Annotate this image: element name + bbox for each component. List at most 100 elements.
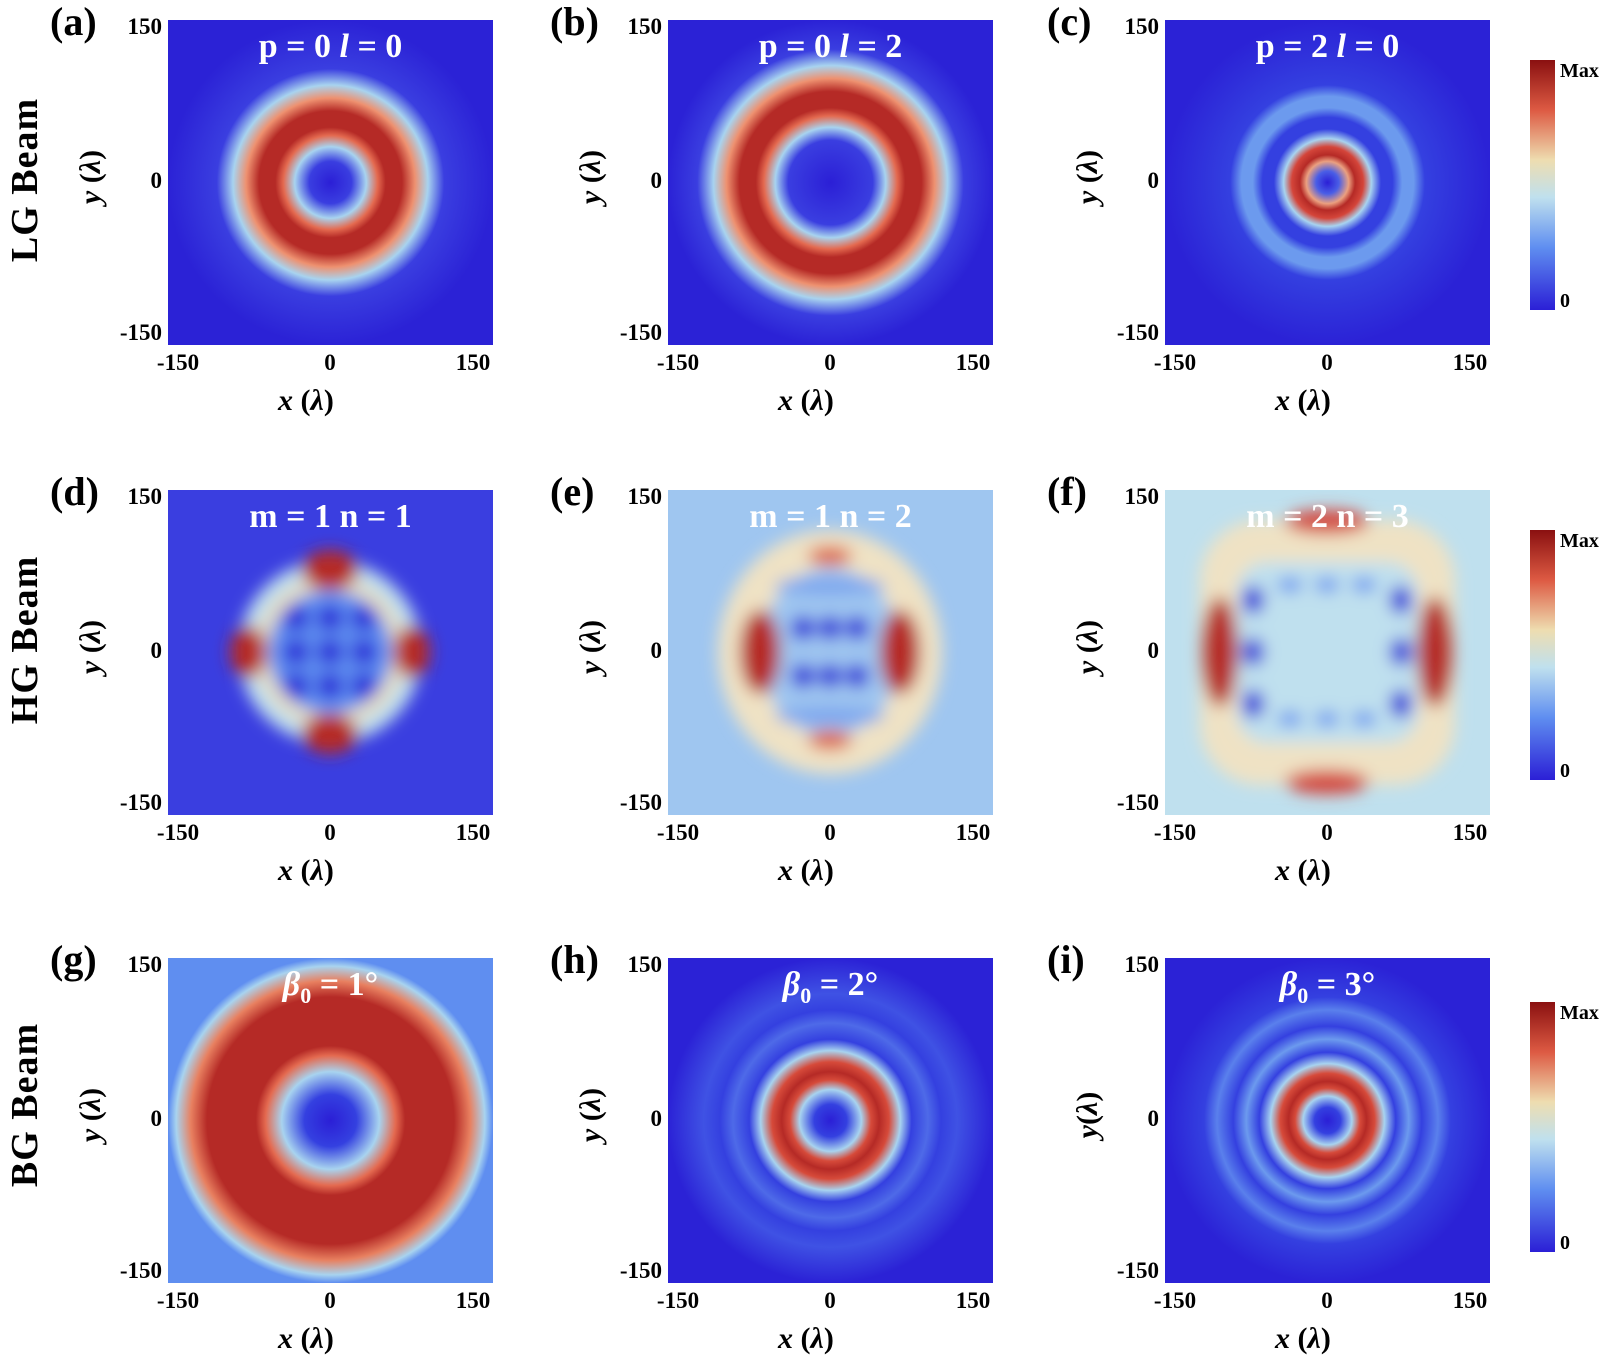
intensity-field-a <box>168 20 493 345</box>
ytick-a-2: -150 <box>119 320 162 345</box>
xlabel-g: x (λ) <box>278 1322 334 1355</box>
ylabel-g: y (λ) <box>74 1087 107 1143</box>
xtick-i-1: 0 <box>1321 1288 1333 1313</box>
panel-tag-a: (a) <box>50 0 97 44</box>
xlabel-d: x (λ) <box>278 854 334 887</box>
xtick-c-2: 150 <box>1452 350 1488 375</box>
ytick-i-0: 150 <box>1124 952 1160 977</box>
panel-tag-h: (h) <box>550 937 599 982</box>
ytick-c-2: -150 <box>1116 320 1159 345</box>
panel-tag-i: (i) <box>1047 937 1085 982</box>
ytick-c-1: 0 <box>1147 168 1160 193</box>
ylabel-b: y (λ) <box>574 149 607 205</box>
ytick-d-2: -150 <box>119 790 162 815</box>
xtick-d-2: 150 <box>455 820 491 845</box>
colorbar-max-label-row2: Max <box>1560 530 1599 552</box>
lobe-left-e <box>740 610 780 694</box>
xtick-b-1: 0 <box>824 350 836 375</box>
colorbar-row3 <box>1530 1002 1555 1252</box>
ytick-b-0: 150 <box>627 14 663 39</box>
xtick-g-1: 0 <box>324 1288 336 1313</box>
ytick-g-2: -150 <box>119 1258 162 1283</box>
panel-h: β0 = 2° <box>668 958 993 1283</box>
ylabel-h: y (λ) <box>574 1087 607 1143</box>
xtick-b-2: 150 <box>955 350 991 375</box>
band-f-1 <box>1315 578 1339 592</box>
xtick-c-1: 0 <box>1321 350 1333 375</box>
dip-f-0 <box>1242 586 1264 614</box>
xtick-g-2: 150 <box>455 1288 491 1313</box>
ylabel-a: y (λ) <box>74 149 107 205</box>
mode-inner-e <box>760 567 900 737</box>
intensity-field-b <box>668 20 993 345</box>
xtick-e-1: 0 <box>824 820 836 845</box>
colorbar-min-label-row1: 0 <box>1560 290 1570 312</box>
xtick-a-1: 0 <box>324 350 336 375</box>
dip-f-4 <box>1390 638 1412 666</box>
ylabel-i: y(λ) <box>1071 1091 1104 1139</box>
xtick-a-0: -150 <box>156 350 200 375</box>
ytick-g-1: 0 <box>150 1106 163 1131</box>
colorbar-max-label-row3: Max <box>1560 1002 1599 1024</box>
mode-inner-f <box>1237 562 1418 743</box>
dip-e-3 <box>791 664 815 688</box>
ytick-b-1: 0 <box>650 168 663 193</box>
xtick-h-0: -150 <box>656 1288 700 1313</box>
panel-tag-f: (f) <box>1047 469 1087 514</box>
ytick-e-1: 0 <box>650 638 663 663</box>
ylabel-c: y (λ) <box>1071 149 1104 205</box>
panel-tag-g: (g) <box>50 937 97 982</box>
ytick-a-1: 0 <box>150 168 163 193</box>
panel-d: m = 1 n = 1 <box>168 490 493 815</box>
ytick-e-0: 150 <box>627 484 663 509</box>
dip-d-2 <box>351 605 377 631</box>
intensity-field-g <box>168 958 493 1283</box>
row-label-lg: LG Beam <box>4 97 46 263</box>
dip-d-5 <box>351 639 377 665</box>
panel-g: β0 = 1° <box>168 958 493 1283</box>
xlabel-i: x (λ) <box>1275 1322 1331 1355</box>
ytick-d-1: 0 <box>150 638 163 663</box>
band-f-2 <box>1352 578 1376 592</box>
panel-title-e: m = 1 n = 2 <box>749 498 912 535</box>
ytick-f-2: -150 <box>1116 790 1159 815</box>
lobe-right-e <box>880 610 920 694</box>
band-f-5 <box>1352 712 1376 726</box>
colorbar-row1 <box>1530 60 1555 310</box>
xtick-c-0: -150 <box>1153 350 1197 375</box>
lobe-bottom-f <box>1285 770 1369 794</box>
lobe-left-f <box>1202 597 1238 707</box>
heatmap-d <box>168 490 493 815</box>
ytick-i-2: -150 <box>1116 1258 1159 1283</box>
heatmap-f <box>1165 490 1490 815</box>
panel-title-c: p = 2 l = 0 <box>1255 28 1400 65</box>
dip-f-2 <box>1242 690 1264 718</box>
colorbar-row2 <box>1530 530 1555 780</box>
dip-e-0 <box>791 616 815 640</box>
dip-d-7 <box>317 673 343 699</box>
xlabel-f: x (λ) <box>1275 854 1331 887</box>
lobe-top-f <box>1285 510 1369 534</box>
heatmap-b <box>668 20 993 345</box>
dip-d-0 <box>283 605 309 631</box>
xtick-i-0: -150 <box>1153 1288 1197 1313</box>
dip-d-4 <box>317 639 343 665</box>
xtick-a-2: 150 <box>455 350 491 375</box>
ytick-a-0: 150 <box>127 14 163 39</box>
panel-title-d: m = 1 n = 1 <box>249 498 412 535</box>
panel-c: p = 2 l = 0 <box>1165 20 1490 345</box>
band-f-3 <box>1278 712 1302 726</box>
xtick-g-0: -150 <box>156 1288 200 1313</box>
colorbar-min-label-row2: 0 <box>1560 760 1570 782</box>
xtick-d-0: -150 <box>156 820 200 845</box>
xtick-i-2: 150 <box>1452 1288 1488 1313</box>
intensity-field-c <box>1165 20 1490 345</box>
ylabel-d: y (λ) <box>74 619 107 675</box>
ytick-b-2: -150 <box>619 320 662 345</box>
panel-f: m = 2 n = 3 <box>1165 490 1490 815</box>
ytick-c-0: 150 <box>1124 14 1160 39</box>
xlabel-b: x (λ) <box>778 384 834 417</box>
dip-f-5 <box>1390 690 1412 718</box>
row-label-bg: BG Beam <box>4 1022 46 1188</box>
lobe-right-d <box>394 626 430 678</box>
